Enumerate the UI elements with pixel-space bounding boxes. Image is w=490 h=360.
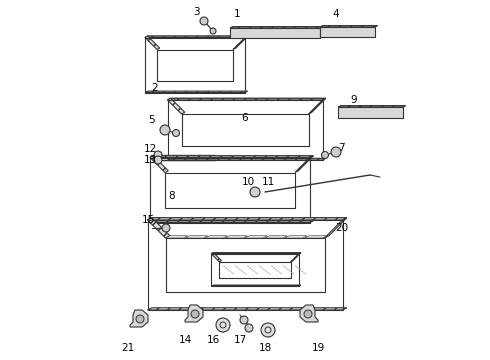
Polygon shape [291, 253, 301, 262]
Polygon shape [265, 236, 287, 238]
Circle shape [304, 310, 312, 318]
Polygon shape [145, 36, 248, 37]
Text: 18: 18 [258, 343, 271, 353]
Circle shape [250, 187, 260, 197]
Polygon shape [324, 218, 347, 238]
Text: 14: 14 [178, 335, 192, 345]
Circle shape [154, 151, 162, 159]
Polygon shape [309, 98, 326, 114]
Circle shape [160, 125, 170, 135]
Circle shape [216, 318, 230, 332]
Polygon shape [230, 27, 323, 28]
Circle shape [261, 323, 275, 337]
Polygon shape [295, 156, 313, 172]
Polygon shape [211, 253, 301, 254]
Circle shape [162, 224, 170, 232]
Polygon shape [147, 218, 347, 220]
Polygon shape [211, 285, 301, 286]
Polygon shape [150, 221, 313, 222]
Polygon shape [320, 27, 375, 37]
Polygon shape [338, 105, 406, 107]
Polygon shape [166, 236, 188, 238]
Polygon shape [130, 310, 148, 327]
Polygon shape [147, 308, 347, 310]
Polygon shape [168, 158, 326, 160]
Circle shape [321, 152, 328, 158]
Polygon shape [150, 156, 313, 158]
Polygon shape [145, 36, 248, 37]
Polygon shape [147, 218, 347, 220]
Text: 10: 10 [242, 177, 255, 187]
Text: 19: 19 [311, 343, 324, 353]
Polygon shape [185, 236, 208, 238]
Text: 16: 16 [206, 335, 220, 345]
Text: 2: 2 [152, 83, 158, 93]
Circle shape [200, 17, 208, 25]
Text: 1: 1 [234, 9, 240, 19]
Circle shape [154, 156, 162, 164]
Polygon shape [150, 156, 313, 158]
Polygon shape [145, 91, 248, 93]
Polygon shape [205, 236, 227, 238]
Circle shape [191, 310, 199, 318]
Text: 13: 13 [144, 155, 157, 165]
Polygon shape [305, 236, 327, 238]
Circle shape [210, 28, 216, 34]
Text: 6: 6 [242, 113, 248, 123]
Polygon shape [211, 253, 221, 262]
Text: 5: 5 [147, 115, 154, 125]
Text: 8: 8 [169, 191, 175, 201]
Text: 21: 21 [122, 343, 135, 353]
Polygon shape [211, 253, 301, 254]
Circle shape [172, 130, 179, 136]
Polygon shape [300, 305, 318, 322]
Polygon shape [168, 98, 185, 114]
Polygon shape [320, 26, 378, 27]
Polygon shape [185, 305, 203, 322]
Polygon shape [338, 107, 403, 118]
Circle shape [245, 324, 253, 332]
Polygon shape [168, 98, 326, 100]
Polygon shape [230, 28, 320, 38]
Circle shape [331, 147, 341, 157]
Text: 9: 9 [351, 95, 357, 105]
Polygon shape [147, 218, 170, 238]
Text: 17: 17 [233, 335, 246, 345]
Polygon shape [168, 98, 326, 100]
Text: 7: 7 [338, 143, 344, 153]
Text: 12: 12 [144, 144, 157, 154]
Text: 20: 20 [336, 223, 348, 233]
Polygon shape [285, 236, 307, 238]
Polygon shape [145, 36, 160, 50]
Polygon shape [225, 236, 247, 238]
Circle shape [240, 316, 248, 324]
Polygon shape [233, 36, 248, 50]
Text: 15: 15 [142, 215, 155, 225]
Polygon shape [150, 156, 168, 172]
Text: 3: 3 [193, 7, 199, 17]
Polygon shape [245, 236, 267, 238]
Circle shape [136, 315, 144, 323]
Text: 4: 4 [333, 9, 339, 19]
Text: 11: 11 [261, 177, 274, 187]
